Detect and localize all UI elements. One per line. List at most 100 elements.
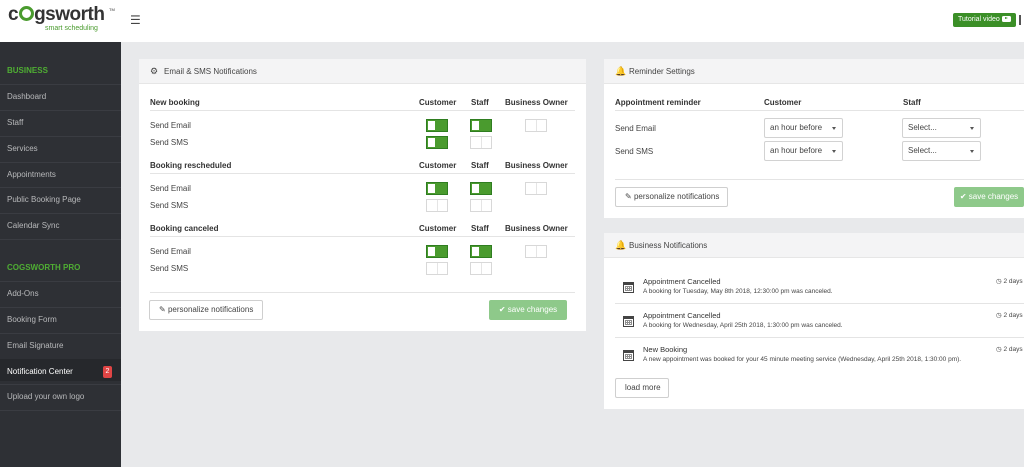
business-notifications-panel: 🔔 Business Notifications (604, 233, 1024, 409)
sidebar-divider (0, 410, 121, 411)
reminder-sms-customer-select[interactable]: an hour before (764, 141, 843, 161)
toggle-new-booking-sms-customer[interactable] (426, 136, 448, 149)
sidebar-divider (0, 187, 121, 188)
toggle-new-booking-email-owner[interactable] (525, 119, 547, 132)
chevron-down-icon (832, 150, 836, 153)
reminder-row-label-email: Send Email (615, 124, 656, 133)
col-header-customer: Customer (419, 224, 457, 233)
hamburger-icon[interactable]: ☰ (130, 13, 141, 27)
calendar-icon (623, 282, 634, 293)
sidebar-divider (0, 333, 121, 334)
reminder-sms-staff-select[interactable]: Select... (902, 141, 981, 161)
notification-time-value: 2 days (1003, 312, 1023, 319)
check-icon: ✔ (498, 305, 506, 314)
logo-tagline: smart scheduling (45, 25, 98, 32)
row-label-send-sms: Send SMS (150, 264, 189, 273)
sidebar-item-upload-logo[interactable]: Upload your own logo (7, 392, 85, 401)
sidebar-item-notification-center[interactable]: Notification Center (7, 367, 73, 376)
col-header-staff: Staff (471, 161, 489, 170)
notification-title: Appointment Cancelled (643, 311, 721, 320)
sidebar-divider (0, 136, 121, 137)
sidebar-divider (0, 84, 121, 85)
email-sms-panel-title: Email & SMS Notifications (164, 67, 257, 76)
business-notifications-title: Business Notifications (629, 241, 708, 250)
notification-time-value: 2 days (1003, 278, 1023, 285)
divider (150, 236, 575, 237)
reminder-save-button[interactable]: ✔ save changes (954, 187, 1024, 207)
toggle-rescheduled-sms-customer[interactable] (426, 199, 448, 212)
notification-time: ◷ 2 days (996, 278, 1023, 285)
col-header-customer: Customer (419, 161, 457, 170)
gears-icon: ⚙ (150, 66, 159, 76)
sidebar-section-business: BUSINESS (7, 66, 48, 75)
check-icon: ✔ (959, 192, 967, 201)
group-title-booking-canceled: Booking canceled (150, 224, 219, 233)
logo[interactable]: c gsworth smart scheduling TM (8, 5, 115, 33)
sidebar-item-public-booking-page[interactable]: Public Booking Page (7, 195, 81, 204)
notification-description: A booking for Tuesday, May 8th 2018, 12:… (643, 288, 833, 295)
col-header-customer: Customer (764, 98, 802, 107)
toggle-canceled-sms-customer[interactable] (426, 262, 448, 275)
edit-icon: ✎ (159, 305, 166, 314)
sidebar-active-highlight (0, 359, 121, 381)
sidebar-item-add-ons[interactable]: Add-Ons (7, 289, 39, 298)
toggle-rescheduled-email-owner[interactable] (525, 182, 547, 195)
select-value: an hour before (770, 146, 823, 155)
sidebar-item-calendar-sync[interactable]: Calendar Sync (7, 221, 60, 230)
toggle-canceled-email-owner[interactable] (525, 245, 547, 258)
email-sms-panel-header: ⚙ Email & SMS Notifications (139, 59, 586, 84)
sidebar-divider (0, 239, 121, 240)
sidebar-item-appointments[interactable]: Appointments (7, 170, 56, 179)
reminder-save-label: save changes (968, 192, 1019, 201)
toggle-rescheduled-sms-staff[interactable] (470, 199, 492, 212)
group-title-booking-rescheduled: Booking rescheduled (150, 161, 232, 170)
toggle-rescheduled-email-staff[interactable] (470, 182, 492, 195)
row-label-send-sms: Send SMS (150, 201, 189, 210)
toggle-canceled-sms-staff[interactable] (470, 262, 492, 275)
sidebar-divider (0, 162, 121, 163)
col-header-business-owner: Business Owner (505, 224, 568, 233)
toggle-new-booking-email-customer[interactable] (426, 119, 448, 132)
sidebar-item-staff[interactable]: Staff (7, 118, 24, 127)
reminder-personalize-button[interactable]: ✎ personalize notifications (615, 187, 728, 207)
notification-time: ◷ 2 days (996, 346, 1023, 353)
divider (615, 337, 1024, 338)
personalize-notifications-button[interactable]: ✎ personalize notifications (149, 300, 263, 320)
row-label-send-sms: Send SMS (150, 138, 189, 147)
sidebar-divider (0, 281, 121, 282)
toggle-new-booking-email-staff[interactable] (470, 119, 492, 132)
calendar-icon (623, 316, 634, 327)
row-label-send-email: Send Email (150, 247, 191, 256)
chevron-down-icon (832, 127, 836, 130)
toggle-new-booking-sms-staff[interactable] (470, 136, 492, 149)
toggle-canceled-email-customer[interactable] (426, 245, 448, 258)
sidebar-item-dashboard[interactable]: Dashboard (7, 92, 47, 101)
col-header-business-owner: Business Owner (505, 161, 568, 170)
toggle-canceled-email-staff[interactable] (470, 245, 492, 258)
reminder-email-customer-select[interactable]: an hour before (764, 118, 843, 138)
reminder-panel-title: Reminder Settings (629, 67, 695, 76)
save-changes-label: save changes (507, 305, 558, 314)
col-header-appointment-reminder: Appointment reminder (615, 98, 701, 107)
group-title-new-booking: New booking (150, 98, 200, 107)
load-more-button[interactable]: load more (615, 378, 669, 398)
bell-icon: 🔔 (615, 66, 627, 76)
select-value: an hour before (770, 123, 823, 132)
notification-count-badge: 2 (103, 366, 112, 378)
notification-description: A booking for Wednesday, April 25th 2018… (643, 322, 843, 329)
logo-trademark: TM (109, 7, 115, 12)
toggle-rescheduled-email-customer[interactable] (426, 182, 448, 195)
sidebar-item-email-signature[interactable]: Email Signature (7, 341, 64, 350)
reminder-email-staff-select[interactable]: Select... (902, 118, 981, 138)
divider (150, 110, 575, 111)
sidebar-divider (0, 110, 121, 111)
sidebar-item-booking-form[interactable]: Booking Form (7, 315, 57, 324)
business-notifications-header: 🔔 Business Notifications (604, 233, 1024, 258)
save-changes-button[interactable]: ✔ save changes (489, 300, 567, 320)
notification-title: New Booking (643, 345, 688, 354)
top-bar: c gsworth smart scheduling TM ☰ Tutorial … (0, 0, 1024, 42)
tutorial-video-button[interactable]: Tutorial video (953, 13, 1016, 27)
chevron-down-icon (970, 150, 974, 153)
reminder-personalize-label: personalize notifications (633, 192, 720, 201)
sidebar-item-services[interactable]: Services (7, 144, 38, 153)
